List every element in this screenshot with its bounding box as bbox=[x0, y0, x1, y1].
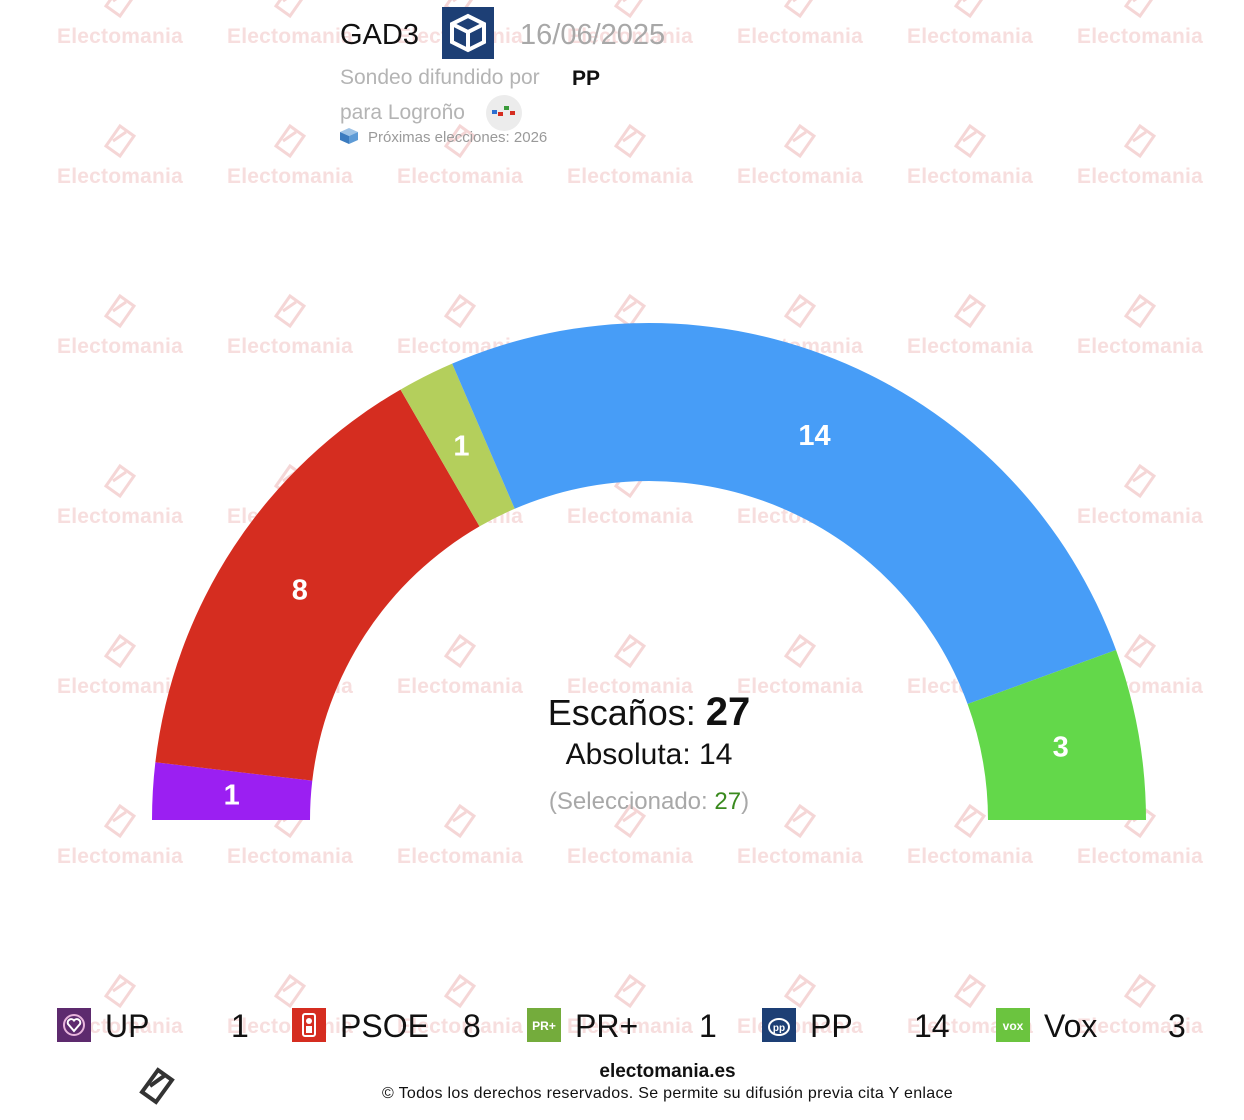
pollster-name: GAD3 bbox=[340, 19, 419, 51]
hemicycle-segment-vox[interactable] bbox=[967, 650, 1146, 820]
legend-seats-pp: 14 bbox=[914, 1008, 950, 1044]
seats-total: 27 bbox=[705, 690, 751, 734]
majority-value: 14 bbox=[699, 738, 733, 771]
majority-label: Absoluta: bbox=[565, 738, 691, 771]
hemicycle-label-pp: 14 bbox=[798, 420, 830, 452]
svg-text:pp: pp bbox=[773, 1023, 785, 1034]
selected-seats: (Seleccionado: 27) bbox=[449, 788, 849, 816]
hemicycle-segment-up[interactable] bbox=[152, 762, 313, 820]
legend-name-vox: Vox bbox=[1044, 1008, 1098, 1044]
legend-name-prplus: PR+ bbox=[575, 1008, 639, 1044]
prplus-logo-icon: PR+ bbox=[527, 1008, 561, 1042]
footer-site[interactable]: electomania.es bbox=[599, 1061, 736, 1082]
scope-label: para Logroño bbox=[340, 101, 465, 124]
hemicycle-label-prplus: 1 bbox=[453, 430, 469, 462]
legend-seats-up: 1 bbox=[231, 1008, 249, 1044]
seats-label: Escaños: bbox=[547, 692, 696, 733]
legend-seats-vox: 3 bbox=[1168, 1008, 1186, 1044]
legend-name-pp: PP bbox=[810, 1008, 853, 1044]
psoe-logo-icon bbox=[292, 1008, 326, 1042]
hemicycle-segment-pp[interactable] bbox=[452, 323, 1117, 705]
hemicycle-label-up: 1 bbox=[224, 780, 240, 812]
legend-name-psoe: PSOE bbox=[340, 1008, 429, 1044]
up-logo-icon bbox=[57, 1008, 91, 1042]
svg-text:PR+: PR+ bbox=[532, 1019, 556, 1033]
total-seats: Escaños: 27 bbox=[449, 690, 849, 735]
footer-copyright: © Todos los derechos reservados. Se perm… bbox=[382, 1085, 953, 1102]
majority: Absoluta: 14 bbox=[449, 738, 849, 772]
selected-close: ) bbox=[741, 788, 750, 815]
svg-text:vox: vox bbox=[1003, 1019, 1024, 1033]
hemicycle-label-psoe: 8 bbox=[292, 574, 308, 606]
commissioned-label: Sondeo difundido por bbox=[340, 66, 540, 89]
selected-label: (Seleccionado: bbox=[548, 788, 708, 815]
legend-seats-psoe: 8 bbox=[463, 1008, 481, 1044]
ballot-box-icon bbox=[340, 128, 358, 144]
hemicycle-segment-psoe[interactable] bbox=[155, 389, 480, 781]
poll-date: 16/06/2025 bbox=[520, 19, 666, 51]
legend-seats-prplus: 1 bbox=[699, 1008, 717, 1044]
pp-logo-icon: pp bbox=[762, 1008, 796, 1042]
logrono-flag-icon bbox=[486, 95, 522, 131]
pollster-logo bbox=[442, 7, 494, 59]
next-elections-text: Próximas elecciones: 2026 bbox=[368, 129, 548, 146]
commissioned-by: PP bbox=[572, 67, 601, 90]
selected-value: 27 bbox=[714, 788, 742, 815]
next-elections: Próximas elecciones: 2026 bbox=[340, 128, 547, 146]
hemicycle-segment-prplus[interactable] bbox=[400, 363, 515, 527]
vox-logo-icon: vox bbox=[996, 1008, 1030, 1042]
electomania-logo-icon bbox=[134, 1062, 180, 1108]
legend-name-up: UP bbox=[105, 1008, 150, 1044]
hemicycle-label-vox: 3 bbox=[1053, 731, 1069, 763]
